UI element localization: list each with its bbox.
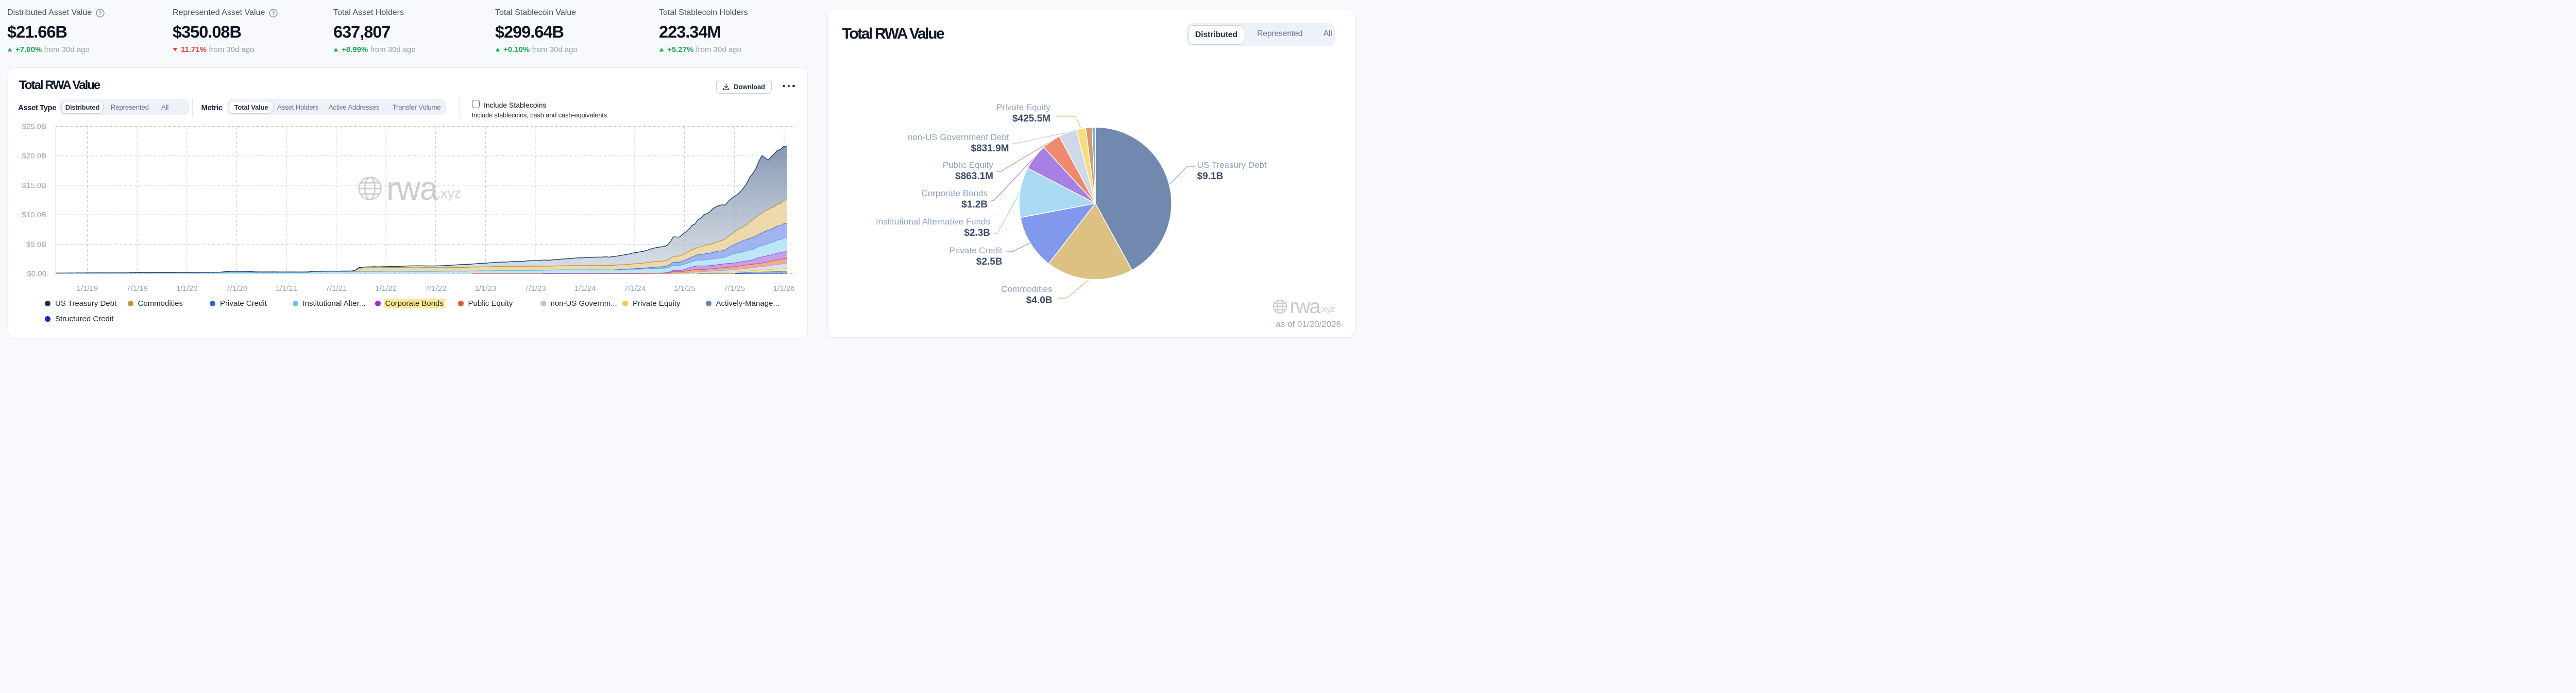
svg-text:?: ? (272, 10, 275, 16)
svg-text:1/1/21: 1/1/21 (276, 284, 297, 293)
svg-text:$0.00: $0.00 (27, 269, 46, 278)
svg-text:1/1/26: 1/1/26 (773, 284, 795, 293)
svg-text:7/1/19: 7/1/19 (126, 284, 148, 293)
svg-text:$20.0B: $20.0B (22, 151, 46, 160)
svg-text:1/1/19: 1/1/19 (77, 284, 98, 293)
svg-text:1/1/22: 1/1/22 (375, 284, 397, 293)
svg-text:1/1/20: 1/1/20 (176, 284, 198, 293)
svg-text:$15.0B: $15.0B (22, 181, 46, 189)
svg-text:7/1/20: 7/1/20 (226, 284, 247, 293)
svg-text:?: ? (99, 10, 102, 16)
svg-text:1/1/25: 1/1/25 (674, 284, 696, 293)
svg-text:1/1/23: 1/1/23 (474, 284, 496, 293)
svg-text:$25.0B: $25.0B (22, 122, 46, 131)
svg-text:7/1/23: 7/1/23 (524, 284, 546, 293)
svg-text:$10.0B: $10.0B (22, 211, 46, 219)
svg-text:7/1/25: 7/1/25 (723, 284, 745, 293)
svg-text:$5.0B: $5.0B (26, 240, 46, 249)
svg-text:7/1/21: 7/1/21 (326, 284, 347, 293)
svg-text:7/1/24: 7/1/24 (624, 284, 646, 293)
svg-text:1/1/24: 1/1/24 (574, 284, 596, 293)
svg-text:7/1/22: 7/1/22 (425, 284, 447, 293)
